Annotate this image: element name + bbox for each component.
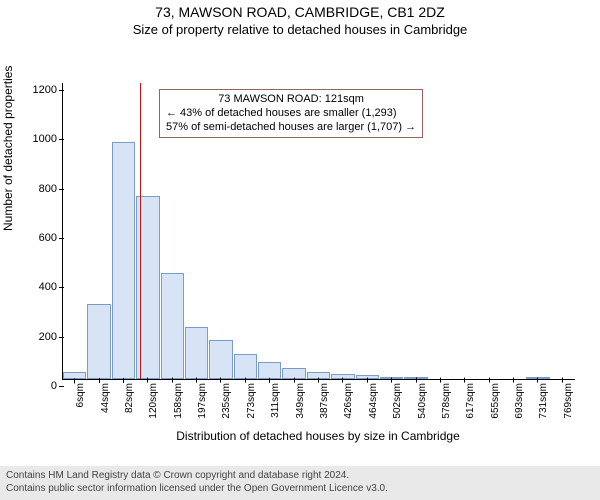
x-tick: 578sqm bbox=[441, 379, 452, 419]
x-tick: 769sqm bbox=[563, 379, 574, 419]
x-tick: 655sqm bbox=[490, 379, 501, 419]
footer-line-1: Contains HM Land Registry data © Crown c… bbox=[6, 470, 594, 483]
x-tick: 311sqm bbox=[270, 379, 281, 418]
x-tick: 426sqm bbox=[343, 379, 354, 419]
x-axis-label: Distribution of detached houses by size … bbox=[62, 429, 574, 443]
y-tick: 800 bbox=[39, 183, 63, 195]
x-tick: 197sqm bbox=[197, 379, 208, 419]
bar bbox=[258, 362, 281, 379]
x-tick: 120sqm bbox=[148, 379, 159, 419]
x-tick: 464sqm bbox=[368, 379, 379, 419]
y-tick: 1200 bbox=[33, 84, 63, 96]
chart-area: Number of detached properties 0200400600… bbox=[0, 37, 600, 437]
x-tick: 82sqm bbox=[124, 379, 135, 413]
annotation-line: ← 43% of detached houses are smaller (1,… bbox=[166, 107, 416, 121]
property-marker-line bbox=[140, 83, 141, 379]
y-tick: 1000 bbox=[33, 133, 63, 145]
y-tick: 200 bbox=[39, 331, 63, 343]
x-tick: 387sqm bbox=[319, 379, 330, 419]
annotation-line: 57% of semi-detached houses are larger (… bbox=[166, 121, 416, 135]
bar bbox=[161, 273, 184, 379]
y-tick: 600 bbox=[39, 232, 63, 244]
footer-line-2: Contains public sector information licen… bbox=[6, 483, 594, 496]
x-tick: 731sqm bbox=[538, 379, 549, 419]
x-tick: 502sqm bbox=[392, 379, 403, 419]
footer-attribution: Contains HM Land Registry data © Crown c… bbox=[0, 466, 600, 500]
y-axis-label: Number of detached properties bbox=[1, 66, 15, 231]
x-tick: 540sqm bbox=[417, 379, 428, 419]
x-tick: 235sqm bbox=[221, 379, 232, 419]
bar bbox=[234, 354, 257, 379]
bar bbox=[112, 142, 135, 379]
annotation-line: 73 MAWSON ROAD: 121sqm bbox=[166, 93, 416, 107]
x-tick: 617sqm bbox=[465, 379, 476, 419]
bar bbox=[185, 327, 208, 379]
title-main: 73, MAWSON ROAD, CAMBRIDGE, CB1 2DZ bbox=[0, 4, 600, 20]
x-tick: 44sqm bbox=[100, 379, 111, 413]
bar bbox=[87, 304, 110, 379]
y-tick: 400 bbox=[39, 281, 63, 293]
x-tick: 693sqm bbox=[514, 379, 525, 419]
x-tick: 6sqm bbox=[75, 379, 86, 407]
y-tick: 0 bbox=[51, 380, 63, 392]
annotation-box: 73 MAWSON ROAD: 121sqm← 43% of detached … bbox=[159, 89, 423, 138]
x-tick: 158sqm bbox=[173, 379, 184, 419]
plot-region: 0200400600800100012006sqm44sqm82sqm120sq… bbox=[62, 83, 575, 380]
x-tick: 349sqm bbox=[295, 379, 306, 419]
x-tick: 273sqm bbox=[246, 379, 257, 419]
title-sub: Size of property relative to detached ho… bbox=[0, 22, 600, 37]
bar bbox=[209, 340, 232, 379]
